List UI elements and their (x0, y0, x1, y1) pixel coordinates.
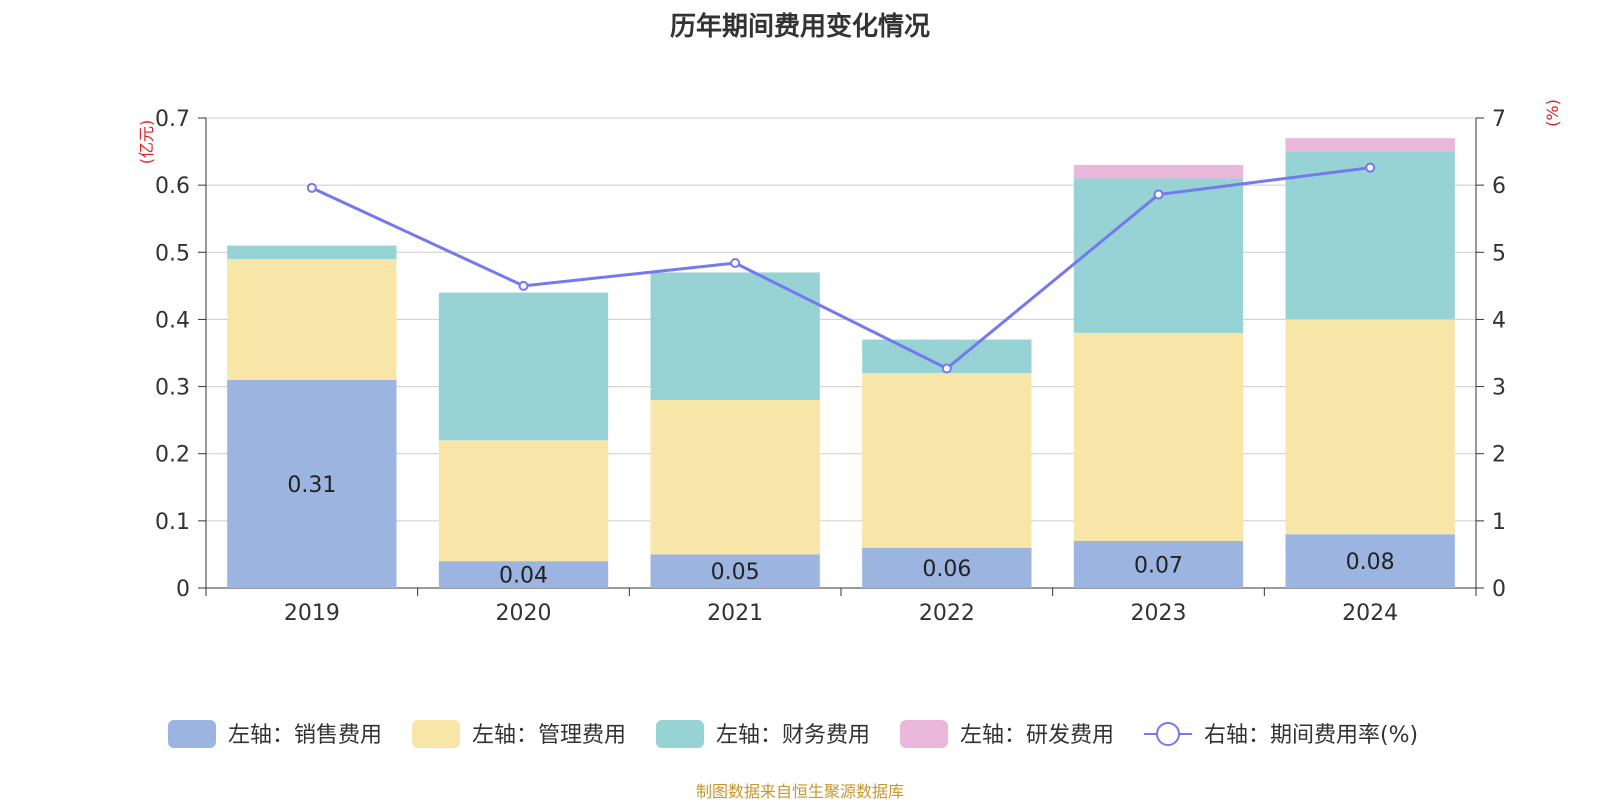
line-point (941, 363, 952, 374)
legend-label: 左轴：研发费用 (960, 723, 1114, 748)
bar-segment (1073, 178, 1244, 333)
x-tick-label: 2020 (496, 601, 552, 626)
bar-segment (650, 400, 820, 555)
line-point (1365, 162, 1376, 173)
line-point (1153, 189, 1164, 200)
bar-segment (227, 259, 397, 380)
source-note: 制图数据来自恒生聚源数据库 (695, 782, 904, 801)
bar-data-label: 0.06 (922, 557, 971, 582)
right-tick-label: 7 (1492, 107, 1506, 132)
right-tick-label: 4 (1492, 308, 1506, 333)
right-tick-label: 2 (1492, 443, 1506, 468)
line-point (730, 258, 741, 269)
line-point (518, 280, 529, 291)
bar-segment (438, 561, 609, 588)
right-tick-label: 5 (1492, 241, 1506, 266)
left-tick-label: 0.7 (155, 107, 190, 132)
right-tick-label: 3 (1492, 376, 1506, 401)
bar-segment (227, 245, 397, 259)
right-tick-label: 6 (1492, 174, 1506, 199)
chart-title: 历年期间费用变化情况 (669, 12, 930, 42)
left-tick-label: 0.5 (155, 241, 190, 266)
legend-swatch (412, 720, 460, 748)
legend-label: 左轴：管理费用 (472, 723, 626, 748)
bar-segment (862, 373, 1032, 548)
bar-segment (1285, 534, 1455, 588)
bar-segment (1073, 541, 1244, 588)
right-tick-label: 1 (1492, 510, 1506, 535)
bar-segment (1073, 332, 1244, 541)
line-point (306, 182, 317, 193)
bar-data-label: 0.05 (711, 560, 760, 585)
left-tick-label: 0.2 (155, 443, 190, 468)
legend-swatch-marker (1156, 722, 1180, 746)
bar-data-label: 0.04 (499, 564, 548, 589)
legend-label: 右轴：期间费用率(%) (1204, 723, 1418, 748)
legend-swatch (168, 720, 216, 748)
right-axis-unit: (%) (1543, 99, 1562, 127)
left-tick-label: 0.3 (155, 376, 190, 401)
x-tick-label: 2022 (919, 601, 975, 626)
right-tick-label: 0 (1492, 577, 1506, 602)
left-tick-label: 0.1 (155, 510, 190, 535)
x-tick-label: 2024 (1342, 601, 1398, 626)
legend-label: 左轴：销售费用 (228, 723, 382, 748)
left-tick-label: 0 (176, 577, 190, 602)
x-tick-label: 2021 (707, 601, 763, 626)
bar-segment (1285, 319, 1455, 535)
legend-swatch (900, 720, 948, 748)
bar-segment (438, 440, 609, 562)
expense-rate-line (311, 166, 1371, 371)
left-tick-label: 0.4 (155, 308, 190, 333)
bar-segment (438, 292, 609, 441)
x-tick-label: 2019 (284, 601, 340, 626)
bar-segment (1285, 138, 1455, 152)
bar-segment (650, 554, 820, 588)
bar-segment (227, 379, 397, 588)
left-axis-unit: (亿元) (137, 120, 156, 165)
bar-segment (862, 547, 1032, 588)
legend-swatch (656, 720, 704, 748)
bar-segment (1073, 165, 1244, 179)
bar-segment (1285, 151, 1455, 320)
bar-data-label: 0.31 (287, 473, 336, 498)
bar-data-label: 0.08 (1346, 550, 1395, 575)
bar-segment (650, 272, 820, 400)
bar-data-label: 0.07 (1134, 554, 1183, 579)
x-tick-label: 2023 (1131, 601, 1187, 626)
legend-label: 左轴：财务费用 (716, 723, 870, 748)
left-tick-label: 0.6 (155, 174, 190, 199)
